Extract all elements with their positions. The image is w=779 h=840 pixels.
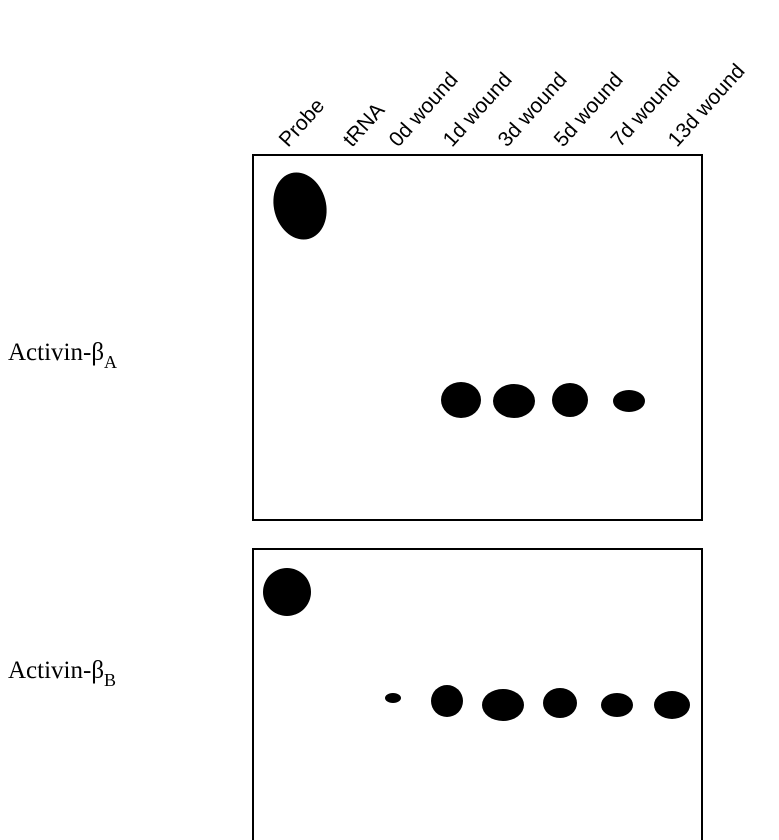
- band: [613, 390, 645, 412]
- row-label-text: Activin-β: [8, 657, 104, 684]
- band: [543, 688, 577, 718]
- band: [552, 383, 588, 417]
- band: [431, 685, 463, 717]
- figure: ProbetRNA0d wound1d wound3d wound5d woun…: [0, 0, 779, 840]
- row-label-subscript: A: [104, 352, 117, 372]
- lane-label: 13d wound: [664, 60, 750, 152]
- band: [385, 693, 401, 703]
- band: [263, 568, 311, 616]
- band: [441, 382, 481, 418]
- lane-label: tRNA: [339, 99, 390, 152]
- blot-panel: [253, 549, 702, 840]
- band: [493, 384, 535, 418]
- band: [266, 166, 334, 245]
- band: [601, 693, 633, 717]
- row-label-subscript: B: [104, 670, 116, 690]
- lane-label: Probe: [275, 94, 330, 151]
- row-label: Activin-βA: [8, 339, 117, 372]
- row-label-text: Activin-β: [8, 339, 104, 366]
- band: [654, 691, 690, 719]
- bands: [263, 166, 690, 721]
- row-label: Activin-βB: [8, 657, 116, 690]
- page: ProbetRNA0d wound1d wound3d wound5d woun…: [0, 0, 779, 840]
- band: [482, 689, 524, 721]
